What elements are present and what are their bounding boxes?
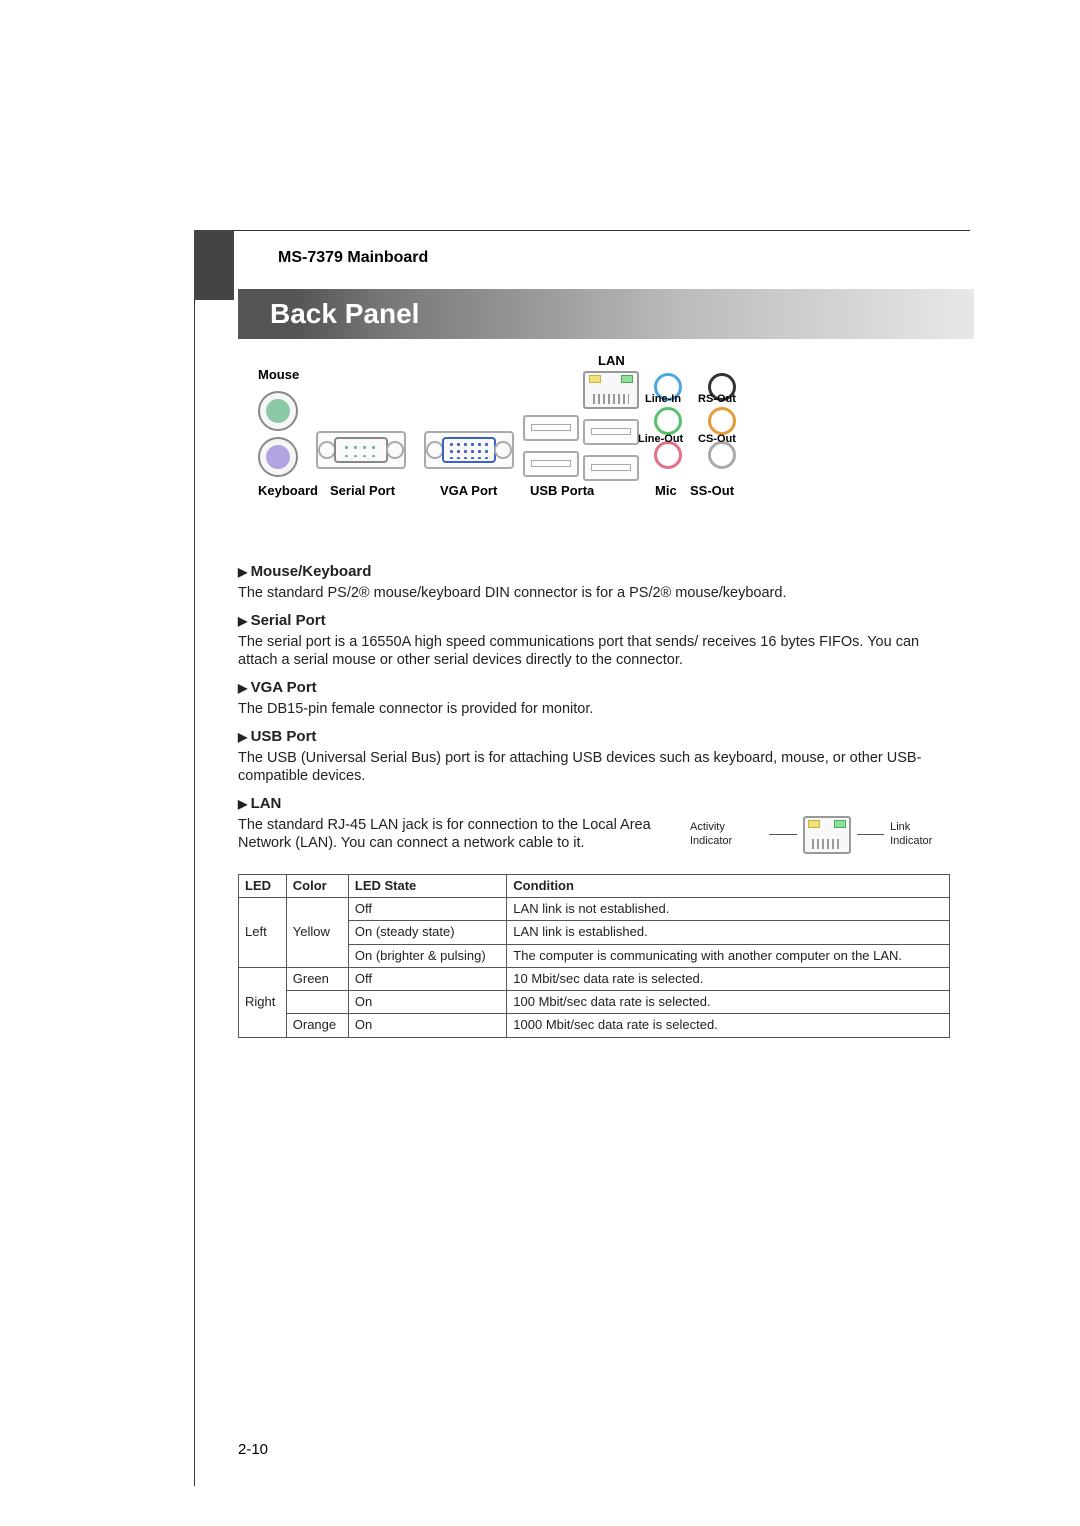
table-row: Orange On 1000 Mbit/sec data rate is sel… (239, 1014, 950, 1037)
th-led: LED (239, 874, 287, 897)
usb-port-icon (523, 415, 579, 441)
cell: The computer is communicating with anoth… (507, 944, 950, 967)
label-linein: Line-In (645, 393, 681, 405)
table-row: On 100 Mbit/sec data rate is selected. (239, 991, 950, 1014)
cell: Green (286, 967, 348, 990)
label-mouse: Mouse (258, 367, 299, 382)
cell: On (348, 1014, 506, 1037)
section-body-vga: The DB15-pin female connector is provide… (238, 700, 950, 718)
cell: LAN link is established. (507, 921, 950, 944)
section-body-usb: The USB (Universal Serial Bus) port is f… (238, 749, 950, 785)
label-rsout: RS-Out (698, 393, 736, 405)
usb-port-icon (583, 419, 639, 445)
th-state: LED State (348, 874, 506, 897)
lan-jack-icon (583, 371, 639, 409)
backpanel-diagram: Mouse Keyboard Serial Port VGA Port USB … (238, 371, 970, 541)
cell: Orange (286, 1014, 348, 1037)
section-title-serial: Serial Port (238, 612, 950, 631)
lan-indicator-figure: Activity Indicator Link Indicator (690, 816, 950, 854)
section-title-usb: USB Port (238, 728, 950, 747)
cell: Off (348, 898, 506, 921)
table-row: Right Green Off 10 Mbit/sec data rate is… (239, 967, 950, 990)
label-serial: Serial Port (330, 483, 395, 498)
cell: Right (239, 967, 287, 1037)
cell: 10 Mbit/sec data rate is selected. (507, 967, 950, 990)
ps2-keyboard-icon (258, 437, 298, 477)
th-color: Color (286, 874, 348, 897)
table-row: Left Yellow Off LAN link is not establis… (239, 898, 950, 921)
usb-port-icon (583, 455, 639, 481)
cell: Left (239, 898, 287, 968)
cell: Off (348, 967, 506, 990)
vga-port-icon (424, 431, 514, 469)
table-header-row: LED Color LED State Condition (239, 874, 950, 897)
mini-lan-icon (803, 816, 851, 854)
label-keyboard: Keyboard (258, 483, 318, 498)
th-condition: Condition (507, 874, 950, 897)
cell: 1000 Mbit/sec data rate is selected. (507, 1014, 950, 1037)
jack-lineout-icon (654, 407, 682, 435)
section-body-serial: The serial port is a 16550A high speed c… (238, 633, 950, 669)
lan-stack (583, 371, 639, 491)
cell: On (348, 991, 506, 1014)
page-frame: MS-7379 Mainboard Back Panel Mouse Keybo… (200, 230, 970, 1436)
body-content: Mouse/Keyboard The standard PS/2® mouse/… (238, 557, 950, 1038)
ps2-stack (258, 391, 298, 483)
jack-ssout-icon (708, 441, 736, 469)
label-vga: VGA Port (440, 483, 497, 498)
label-ssout: SS-Out (690, 483, 734, 498)
serial-port-icon (316, 431, 406, 469)
cell: LAN link is not established. (507, 898, 950, 921)
usb-block-1 (523, 415, 579, 487)
cell: 100 Mbit/sec data rate is selected. (507, 991, 950, 1014)
vertical-rule (194, 230, 195, 1486)
section-title-lan: LAN (238, 795, 950, 814)
cell: On (steady state) (348, 921, 506, 944)
label-lineout: Line-Out (638, 433, 683, 445)
cell: On (brighter & pulsing) (348, 944, 506, 967)
section-title-mouse-keyboard: Mouse/Keyboard (238, 563, 950, 582)
cell: Yellow (286, 898, 348, 968)
jack-csout-icon (708, 407, 736, 435)
label-csout: CS-Out (698, 433, 736, 445)
chapter-tab (194, 230, 234, 300)
activity-indicator-label: Activity Indicator (690, 821, 763, 849)
section-title-vga: VGA Port (238, 679, 950, 698)
section-body-mouse-keyboard: The standard PS/2® mouse/keyboard DIN co… (238, 584, 950, 602)
link-indicator-label: Link Indicator (890, 821, 950, 849)
label-lan: LAN (598, 353, 625, 368)
page-number: 2-10 (238, 1441, 268, 1458)
section-banner: Back Panel (238, 289, 974, 339)
label-mic: Mic (655, 483, 677, 498)
board-title: MS-7379 Mainboard (278, 249, 428, 267)
led-table: LED Color LED State Condition Left Yello… (238, 874, 950, 1038)
cell (286, 991, 348, 1014)
ps2-mouse-icon (258, 391, 298, 431)
jack-mic-icon (654, 441, 682, 469)
usb-port-icon (523, 451, 579, 477)
